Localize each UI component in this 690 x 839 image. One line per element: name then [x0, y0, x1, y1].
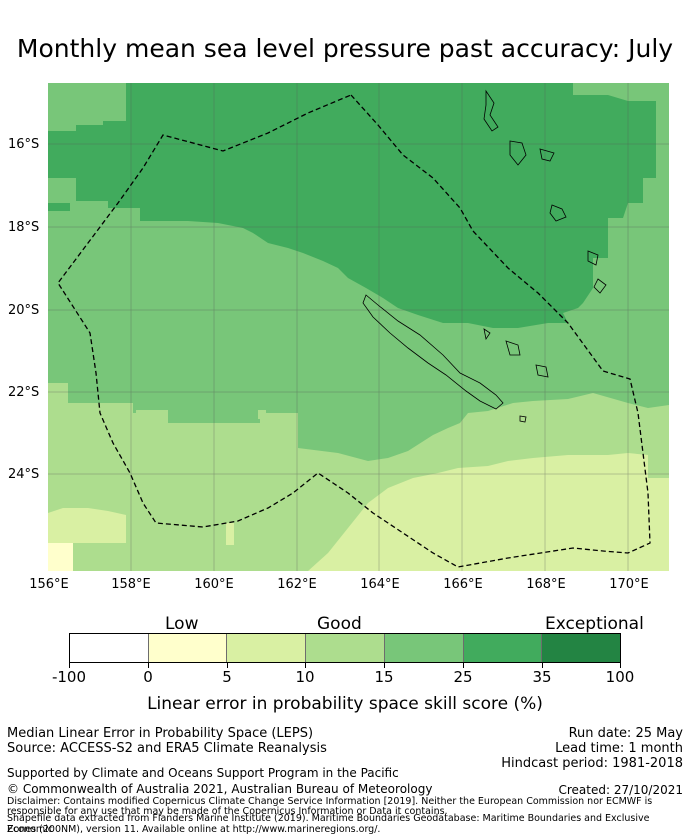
- vanuatu-island-4: [549, 204, 567, 222]
- info-hindcast: Hindcast period: 1981-2018: [501, 756, 683, 771]
- info-created: Created: 27/10/2021: [558, 783, 683, 797]
- colorbar-segment: [148, 634, 228, 662]
- disclaimer-line: Disclaimer: Contains modified Copernicus…: [7, 796, 653, 807]
- lat-label: 24°S: [8, 467, 40, 482]
- colorbar-tick-label: 5: [222, 668, 232, 686]
- colorbar-tick: [620, 663, 621, 668]
- colorbar-tick: [305, 663, 306, 668]
- colorbar-label: Linear error in probability space skill …: [147, 694, 543, 714]
- colorbar-tick-label: -100: [51, 668, 87, 686]
- lon-label: 168°E: [526, 577, 566, 592]
- skill-patch-a: [136, 410, 168, 420]
- skill-patch-c: [226, 523, 234, 545]
- disclaimer-line: Zones (200NM), version 11. Available onl…: [7, 824, 381, 835]
- new-caledonia-island: [362, 294, 504, 410]
- colorbar-tick: [463, 663, 464, 668]
- colorbar-tick-label: 10: [295, 668, 315, 686]
- colorbar-tick: [148, 663, 149, 668]
- loyalty-island-1: [505, 340, 521, 356]
- lon-label: 164°E: [360, 577, 400, 592]
- info-method: Median Linear Error in Probability Space…: [7, 726, 314, 741]
- vanuatu-island-5: [587, 250, 599, 266]
- lon-label: 156°E: [29, 577, 69, 592]
- lon-label: 162°E: [277, 577, 317, 592]
- eez-boundary: [57, 94, 651, 568]
- lon-label: 170°E: [609, 577, 649, 592]
- colorbar-tick: [227, 663, 228, 668]
- colorbar-tick: [384, 663, 385, 668]
- colorbar-tick-label: 100: [605, 668, 635, 686]
- colorbar-segment: [227, 634, 307, 662]
- isle-of-pines: [519, 415, 527, 423]
- skill-patch-b: [258, 410, 266, 419]
- lon-label: 158°E: [111, 577, 151, 592]
- skill-region-0-5: [48, 543, 73, 571]
- disclaimer-line: responsible for any use that may be made…: [7, 806, 448, 817]
- page-title: Monthly mean sea level pressure past acc…: [16, 34, 674, 63]
- lat-label: 22°S: [8, 385, 40, 400]
- lat-label: 16°S: [8, 137, 40, 152]
- vanuatu-island-1: [483, 89, 499, 132]
- skill-region-5-10: [308, 453, 669, 571]
- lat-label: 18°S: [8, 220, 40, 235]
- colorbar-tick-label: 0: [143, 668, 153, 686]
- vanuatu-island-6: [593, 278, 607, 294]
- colorbar-tick-label: 35: [532, 668, 552, 686]
- colorbar-segment: [384, 634, 464, 662]
- info-source: Source: ACCESS-S2 and ERA5 Climate Reana…: [7, 741, 327, 756]
- vanuatu-island-2: [509, 140, 527, 166]
- lon-label: 160°E: [194, 577, 234, 592]
- disclaimer-line: Shapefile data extracted from Flanders M…: [7, 813, 650, 835]
- info-support: Supported by Climate and Oceans Support …: [7, 766, 399, 780]
- lon-label: 166°E: [443, 577, 483, 592]
- legend-category-good: Good: [317, 614, 362, 634]
- lat-label: 20°S: [8, 303, 40, 318]
- legend-category-exceptional: Exceptional: [545, 614, 644, 634]
- vanuatu-island-3: [539, 148, 555, 162]
- colorbar-tick-label: 25: [453, 668, 473, 686]
- colorbar-tick: [69, 663, 70, 668]
- colorbar-segment: [70, 634, 149, 662]
- colorbar: [69, 633, 621, 663]
- skill-region-15-25-nw: [48, 83, 126, 131]
- info-copyright: © Commonwealth of Australia 2021, Austra…: [7, 782, 433, 796]
- skill-map: [48, 83, 669, 571]
- legend-category-low: Low: [165, 614, 199, 634]
- coastlines: [362, 89, 607, 423]
- skill-region-15-25-ne: [573, 83, 669, 121]
- skill-region-5-10-sw: [48, 508, 126, 543]
- info-lead-time: Lead time: 1 month: [555, 741, 683, 756]
- loyalty-island-3: [483, 328, 491, 341]
- colorbar-segment: [463, 634, 543, 662]
- info-run-date: Run date: 25 May: [568, 726, 683, 741]
- colorbar-segment: [306, 634, 385, 662]
- loyalty-island-2: [535, 364, 549, 378]
- colorbar-tick-label: 15: [374, 668, 394, 686]
- colorbar-segment: [542, 634, 621, 662]
- colorbar-tick: [542, 663, 543, 668]
